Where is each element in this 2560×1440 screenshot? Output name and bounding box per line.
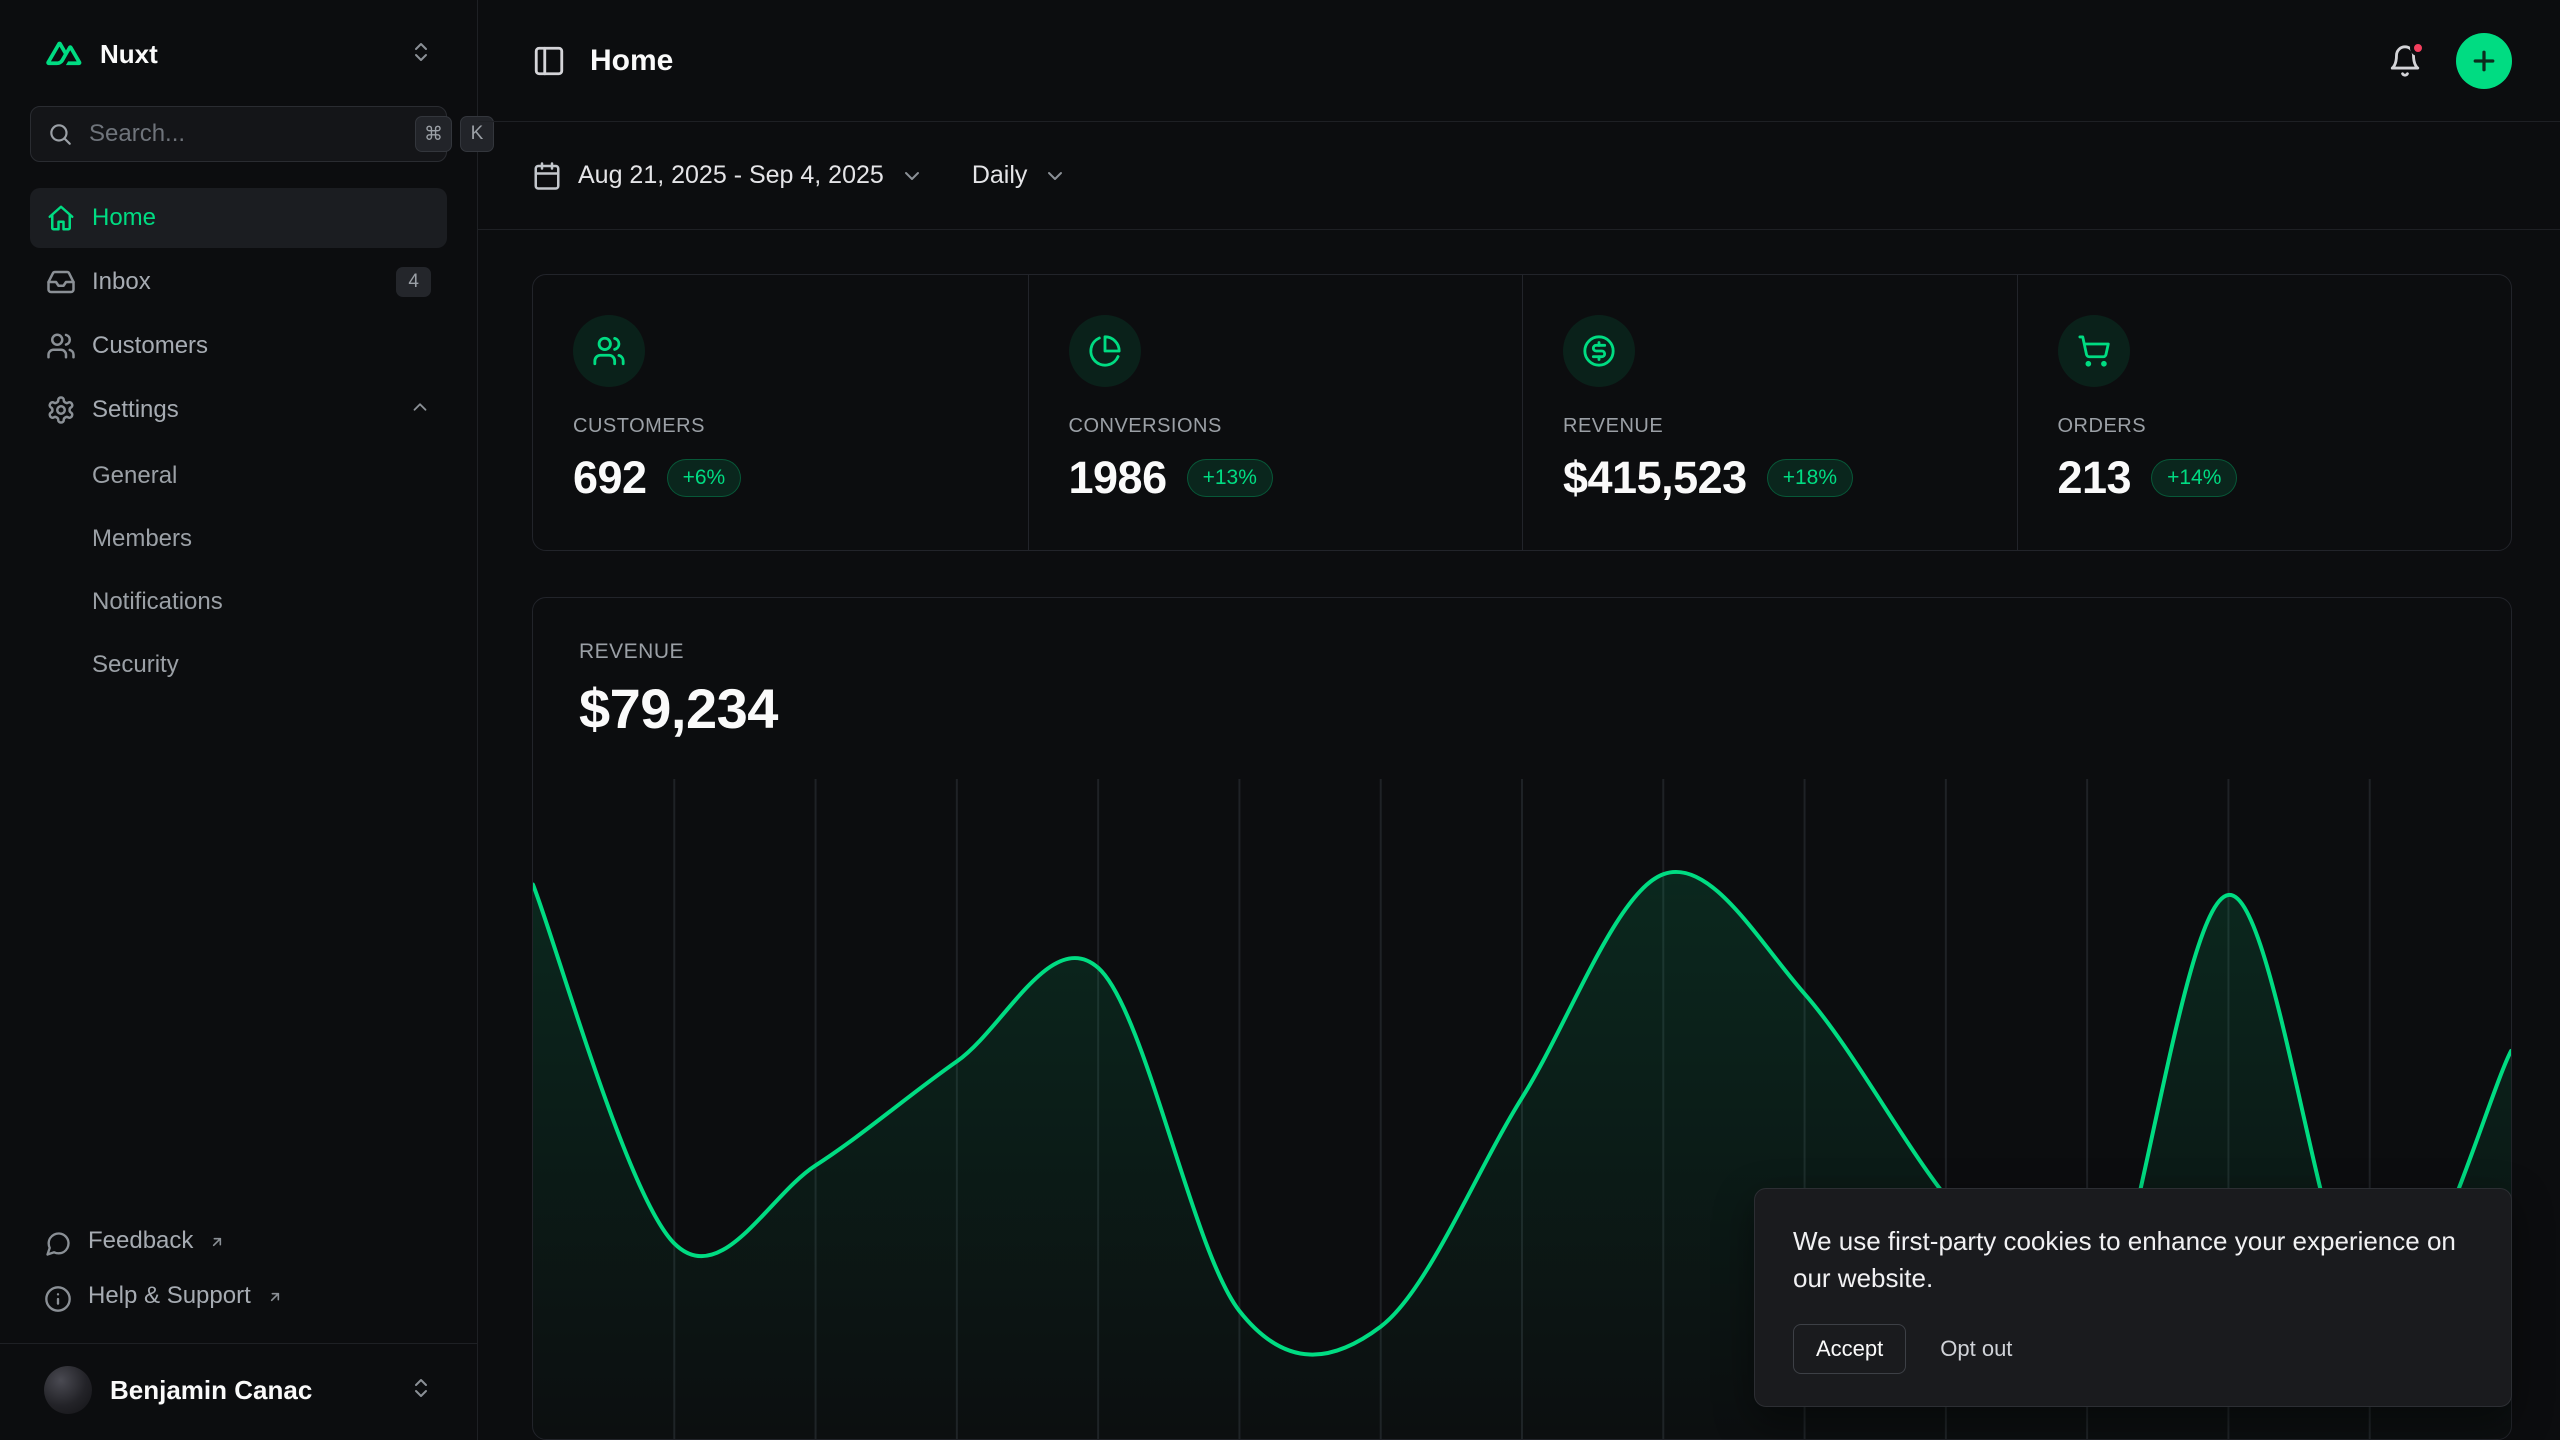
- stat-orders[interactable]: ORDERS 213 +14%: [2016, 275, 2512, 550]
- sidebar-item-label: Inbox: [92, 268, 151, 295]
- sidebar-item-general[interactable]: General: [30, 444, 447, 507]
- stat-label: CUSTOMERS: [573, 415, 705, 437]
- stats-row: CUSTOMERS 692 +6% CONVERSIONS 1986 +13%: [532, 274, 2512, 551]
- filter-toolbar: Aug 21, 2025 - Sep 4, 2025 Daily: [478, 122, 2560, 230]
- stat-value: 213: [2057, 452, 2132, 503]
- user-menu[interactable]: Benjamin Canac: [0, 1343, 477, 1440]
- external-link-icon: [209, 1229, 225, 1247]
- sidebar-item-home[interactable]: Home: [30, 188, 447, 248]
- sidebar: Nuxt ⌘ K Home: [0, 0, 494, 1440]
- calendar-icon: [532, 161, 562, 191]
- cookie-accept-button[interactable]: Accept: [1793, 1324, 1907, 1374]
- stat-delta-badge: +14%: [2151, 459, 2238, 497]
- dashboard-content: CUSTOMERS 692 +6% CONVERSIONS 1986 +13%: [478, 230, 2560, 1440]
- chevron-up-icon: [409, 396, 431, 425]
- shopping-cart-icon: [2057, 315, 2130, 387]
- sidebar-item-inbox[interactable]: Inbox 4: [30, 252, 447, 312]
- users-icon: [46, 331, 76, 361]
- header-actions: [2388, 32, 2512, 89]
- inbox-count-badge: 4: [396, 267, 431, 297]
- workspace-switcher[interactable]: Nuxt: [30, 24, 447, 84]
- stat-value: 692: [573, 452, 647, 503]
- pie-chart-icon: [1068, 315, 1141, 387]
- notifications-button[interactable]: [2388, 39, 2426, 78]
- chevron-down-icon: [900, 164, 924, 188]
- sidebar-item-security[interactable]: Security: [30, 633, 447, 696]
- stat-label: ORDERS: [2057, 415, 2147, 437]
- sidebar-item-label: Customers: [92, 332, 209, 359]
- stat-delta-badge: +13%: [1186, 459, 1273, 497]
- sidebar-subitem-label: General: [92, 461, 178, 489]
- sidebar-subitem-label: Notifications: [92, 587, 223, 615]
- sidebar-footer: Feedback Help & Support Benjamin Canac: [0, 1215, 477, 1440]
- sidebar-item-settings[interactable]: Settings: [30, 380, 447, 440]
- stat-value: 1986: [1068, 452, 1168, 503]
- sidebar-toggle-button[interactable]: [532, 44, 566, 78]
- panel-left-icon: [532, 44, 566, 78]
- stat-delta-badge: +6%: [666, 459, 742, 497]
- bell-icon: [2388, 44, 2422, 78]
- date-range-label: Aug 21, 2025 - Sep 4, 2025: [578, 161, 884, 189]
- external-link-icon: [267, 1284, 283, 1302]
- stat-delta-badge: +18%: [1766, 459, 1853, 497]
- date-range-picker[interactable]: Aug 21, 2025 - Sep 4, 2025: [532, 161, 924, 191]
- k-key: K: [460, 116, 494, 152]
- nuxt-logo-icon: [44, 34, 84, 74]
- inbox-icon: [46, 267, 76, 297]
- sidebar-item-customers[interactable]: Customers: [30, 316, 447, 376]
- cookie-optout-button[interactable]: Opt out: [1940, 1336, 2013, 1361]
- sidebar-item-label: Settings: [92, 396, 179, 423]
- user-name: Benjamin Canac: [110, 1374, 313, 1405]
- stat-value: $415,523: [1563, 452, 1747, 503]
- search-shortcut: ⌘ K: [415, 116, 494, 152]
- cmd-key: ⌘: [415, 116, 452, 152]
- chevron-down-icon: [1043, 164, 1067, 188]
- feedback-label: Feedback: [88, 1227, 194, 1254]
- granularity-label: Daily: [971, 161, 1028, 189]
- cookie-message: We use first-party cookies to enhance yo…: [1793, 1225, 2456, 1294]
- stat-revenue[interactable]: REVENUE $415,523 +18%: [1522, 275, 2017, 550]
- revenue-chart-value: $79,234: [579, 677, 778, 740]
- notification-dot: [2410, 39, 2426, 56]
- search-input[interactable]: [89, 120, 399, 148]
- sidebar-item-notifications[interactable]: Notifications: [30, 570, 447, 633]
- granularity-select[interactable]: Daily: [972, 161, 1068, 190]
- revenue-chart-label: REVENUE: [579, 640, 685, 663]
- chat-bubble-icon: [44, 1230, 72, 1258]
- sidebar-item-members[interactable]: Members: [30, 507, 447, 570]
- main-area: Home Aug 21,: [478, 0, 2560, 1440]
- avatar: [44, 1366, 92, 1414]
- revenue-chart-header: REVENUE $79,234: [533, 598, 2511, 741]
- search-input-container[interactable]: ⌘ K: [30, 106, 494, 162]
- feedback-link[interactable]: Feedback: [30, 1215, 447, 1270]
- sidebar-item-label: Home: [92, 204, 157, 231]
- page-title: Home: [590, 43, 674, 77]
- chevrons-up-down-icon: [409, 1376, 433, 1405]
- home-icon: [46, 203, 76, 233]
- sidebar-subitem-label: Security: [92, 650, 179, 678]
- sidebar-nav: Home Inbox 4 Customers Settings: [30, 188, 447, 696]
- cookie-actions: Accept Opt out: [1793, 1324, 2473, 1374]
- gear-icon: [46, 395, 76, 425]
- users-icon: [573, 315, 645, 387]
- sidebar-subitem-label: Members: [92, 524, 193, 552]
- help-support-link[interactable]: Help & Support: [30, 1270, 447, 1325]
- stat-customers[interactable]: CUSTOMERS 692 +6%: [533, 275, 1028, 550]
- help-support-label: Help & Support: [88, 1282, 251, 1309]
- new-item-button[interactable]: [2456, 32, 2512, 89]
- workspace-name: Nuxt: [100, 38, 158, 69]
- cookie-banner: We use first-party cookies to enhance yo…: [1754, 1187, 2512, 1407]
- plus-icon: [2469, 46, 2499, 76]
- search-icon: [47, 121, 73, 147]
- chevrons-up-down-icon: [409, 40, 433, 69]
- stat-label: CONVERSIONS: [1068, 415, 1222, 437]
- info-circle-icon: [44, 1285, 72, 1313]
- stat-conversions[interactable]: CONVERSIONS 1986 +13%: [1027, 275, 1523, 550]
- stat-label: REVENUE: [1563, 415, 1664, 437]
- circle-dollar-icon: [1563, 315, 1635, 387]
- page-header: Home: [478, 0, 2560, 122]
